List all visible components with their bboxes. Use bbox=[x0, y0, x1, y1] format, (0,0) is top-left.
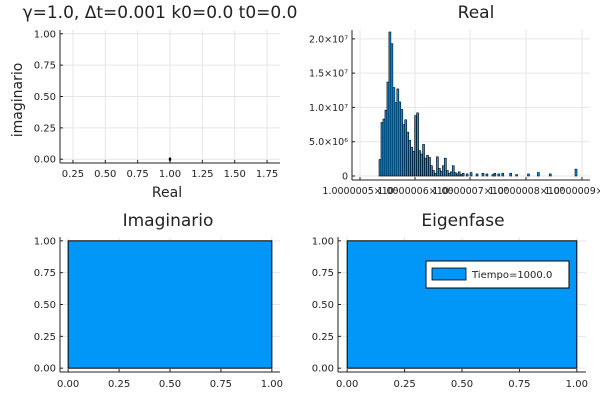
histogram-bar bbox=[485, 173, 489, 177]
histogram-bar bbox=[436, 156, 439, 177]
y-tick-label: 0.50 bbox=[312, 300, 334, 311]
x-tick-label: 1.0000008×10⁰ bbox=[488, 186, 563, 197]
x-tick-label: 0.25 bbox=[108, 379, 130, 390]
y-tick-label: 1.00 bbox=[312, 236, 334, 247]
x-tick-label: 1.0000005×10⁰ bbox=[322, 186, 397, 197]
x-tick-label: 1.0000009×10⁰ bbox=[544, 186, 600, 197]
y-tick-label: 0.75 bbox=[34, 61, 56, 72]
y-tick-label: 0.75 bbox=[312, 268, 334, 279]
x-tick-label: 1.0000007×10⁰ bbox=[432, 186, 507, 197]
y-tick-label: 2.0×10⁷ bbox=[309, 34, 348, 45]
panel-histogram-eigenfase: Eigenfase 0.00 0.25 0.50 0.75 1.00 0.00 0.25 0.… bbox=[312, 211, 588, 390]
chart-title: Real bbox=[458, 3, 495, 23]
x-tick-label: 1.00 bbox=[566, 379, 588, 390]
y-tick-label: 5.0×10⁶ bbox=[309, 137, 348, 148]
histogram-bar bbox=[461, 172, 465, 177]
y-tick-label: 1.5×10⁷ bbox=[309, 69, 348, 80]
y-tick-label: 1.00 bbox=[34, 29, 56, 40]
chart-title: Imaginario bbox=[123, 211, 214, 231]
histogram-bar bbox=[501, 172, 505, 177]
x-tick-label: 1.75 bbox=[256, 169, 278, 180]
y-tick-label: 0.00 bbox=[312, 364, 334, 375]
histogram-bar bbox=[451, 165, 455, 177]
y-tick-label: 1.0×10⁷ bbox=[309, 103, 348, 114]
y-tick-label: 0.25 bbox=[34, 332, 56, 343]
x-tick-label: 0.25 bbox=[62, 169, 84, 180]
x-tick-label: 0.75 bbox=[127, 169, 149, 180]
x-tick-label: 1.50 bbox=[224, 169, 246, 180]
y-tick-label: 0.50 bbox=[34, 300, 56, 311]
legend-swatch bbox=[431, 267, 467, 281]
chart-title: Eigenfase bbox=[421, 211, 504, 231]
y-tick-label: 0.25 bbox=[34, 123, 56, 134]
y-tick-label: 0.25 bbox=[312, 332, 334, 343]
histogram-bar bbox=[527, 173, 530, 177]
panel-histogram-imaginario: Imaginario 0.00 0.25 0.50 0.75 1.00 0.00 0.25 0… bbox=[34, 211, 283, 390]
y-tick-label: 0 bbox=[342, 172, 348, 183]
y-tick-label: 0.00 bbox=[34, 364, 56, 375]
histogram-bar bbox=[469, 172, 473, 177]
histogram-bar bbox=[493, 172, 497, 177]
histogram-bar bbox=[465, 173, 469, 177]
histogram-bar bbox=[497, 173, 501, 177]
x-tick-label: 0.50 bbox=[451, 379, 473, 390]
histogram-bar bbox=[346, 240, 578, 369]
y-axis-label: imaginario bbox=[10, 63, 26, 138]
x-axis-label: Real bbox=[152, 185, 182, 201]
legend: Tiempo=1000.0 bbox=[425, 260, 570, 289]
x-tick-label: 0.50 bbox=[159, 379, 181, 390]
histogram-bar bbox=[574, 168, 578, 177]
x-tick-label: 1.00 bbox=[159, 169, 181, 180]
y-tick-label: 0.50 bbox=[34, 92, 56, 103]
chart-title: γ=1.0, Δt=0.001 k0=0.0 t0=0.0 bbox=[23, 3, 298, 23]
y-tick-label: 1.00 bbox=[34, 236, 56, 247]
histogram-bar bbox=[475, 173, 479, 177]
histogram-bar bbox=[67, 240, 273, 369]
legend-entry: Tiempo=1000.0 bbox=[471, 270, 552, 281]
histogram-bar bbox=[515, 174, 518, 177]
histogram-bar bbox=[537, 172, 540, 177]
data-point bbox=[168, 158, 172, 162]
histogram-bar bbox=[416, 112, 419, 177]
histogram-bar bbox=[481, 172, 485, 177]
x-tick-label: 0.75 bbox=[508, 379, 530, 390]
x-tick-label: 1.00 bbox=[261, 379, 283, 390]
x-tick-label: 0.50 bbox=[94, 169, 116, 180]
y-tick-label: 0.00 bbox=[34, 155, 56, 166]
histogram-bar bbox=[509, 172, 512, 177]
histogram-bar bbox=[548, 173, 552, 177]
x-tick-label: 1.25 bbox=[191, 169, 213, 180]
x-tick-label: 1.0000006×10⁰ bbox=[377, 186, 452, 197]
histogram-bar bbox=[457, 171, 461, 177]
panel-scatter: γ=1.0, Δt=0.001 k0=0.0 t0=0.0 Real imagi… bbox=[10, 3, 297, 201]
histogram-bar bbox=[444, 157, 447, 177]
panel-histogram-real: Real 1.0000005×10⁰1.0000006×10⁰1.0000007… bbox=[309, 3, 600, 197]
x-tick-label: 0.75 bbox=[210, 379, 232, 390]
x-tick-label: 0.00 bbox=[336, 379, 358, 390]
x-tick-label: 0.25 bbox=[393, 379, 415, 390]
x-tick-label: 0.00 bbox=[57, 379, 79, 390]
y-tick-label: 0.75 bbox=[34, 268, 56, 279]
